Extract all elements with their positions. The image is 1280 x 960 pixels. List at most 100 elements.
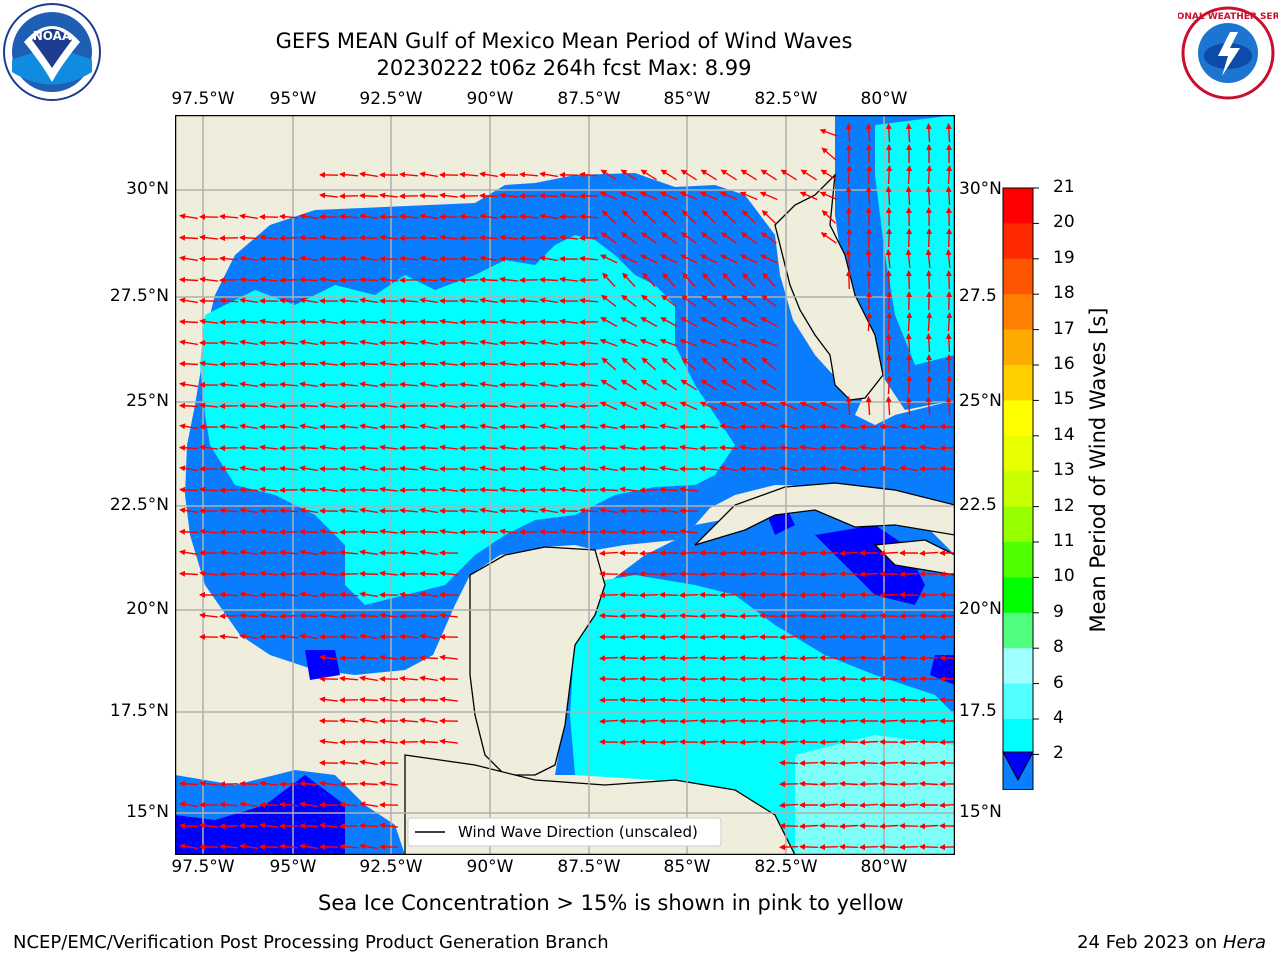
wave-arrow <box>219 465 239 472</box>
wave-arrow <box>299 465 319 472</box>
wave-arrow <box>780 169 797 181</box>
wave-arrow <box>239 612 259 619</box>
wave-arrow <box>419 549 439 556</box>
wave-arrow <box>925 333 932 353</box>
wave-arrow <box>519 213 539 220</box>
wave-arrow <box>905 270 912 290</box>
wave-arrow <box>601 357 617 371</box>
wave-arrow <box>539 465 559 472</box>
florida-peninsula <box>774 173 884 401</box>
colorbar-tick: 18 <box>1053 283 1075 304</box>
wave-arrow <box>679 718 699 725</box>
lon-label: 85°W <box>663 857 711 877</box>
wave-arrow <box>439 276 458 283</box>
wave-arrow <box>239 465 259 472</box>
lon-label: 87.5°W <box>557 857 621 877</box>
wave-arrow <box>599 528 619 535</box>
wave-arrow <box>700 169 717 181</box>
wave-arrow <box>819 676 839 683</box>
colorbar-label: Mean Period of Wind Waves [s] <box>1086 307 1110 633</box>
wave-arrow <box>179 381 199 388</box>
wave-arrow <box>859 444 878 451</box>
wave-arrow <box>599 718 619 725</box>
wave-arrow <box>339 549 359 556</box>
colorbar-tick: 10 <box>1053 566 1075 587</box>
wave-arrow <box>739 676 759 683</box>
wave-arrow <box>359 318 379 325</box>
wave-arrow <box>819 465 839 472</box>
wave-arrow <box>926 375 933 395</box>
wave-arrow <box>865 396 872 416</box>
wave-arrow <box>319 486 338 493</box>
wave-arrow <box>499 234 518 241</box>
wave-arrow <box>499 402 518 409</box>
wave-arrow <box>839 444 859 451</box>
wave-arrow <box>679 675 699 682</box>
wave-arrow <box>599 423 619 430</box>
wave-arrow <box>720 379 737 391</box>
wave-arrow <box>379 360 398 367</box>
wave-arrow <box>379 822 398 829</box>
wave-arrow <box>819 128 838 137</box>
wave-arrow <box>866 312 873 332</box>
wave-arrow <box>899 676 919 683</box>
wave-arrow <box>299 444 319 451</box>
wave-arrow <box>299 318 319 325</box>
wave-arrow <box>799 550 819 557</box>
wave-arrow <box>759 401 778 411</box>
wave-arrow <box>761 357 777 371</box>
wave-arrow <box>439 696 458 703</box>
wave-arrow <box>319 612 338 619</box>
wave-arrow <box>519 297 539 304</box>
wave-arrow <box>759 655 779 662</box>
wave-arrow <box>179 570 199 577</box>
wave-arrow <box>859 696 879 703</box>
wave-arrow <box>519 507 539 514</box>
wave-arrow <box>919 760 939 767</box>
wave-arrow <box>539 423 559 430</box>
wave-arrow <box>939 634 955 641</box>
wave-arrow <box>759 338 778 347</box>
wave-arrow <box>885 333 892 353</box>
wave-arrow <box>359 717 379 724</box>
wave-arrow <box>279 843 299 850</box>
wave-arrow <box>619 401 638 411</box>
wave-arrow <box>399 423 419 430</box>
wave-arrow <box>619 676 639 683</box>
wave-arrow <box>339 759 359 766</box>
wave-arrow <box>620 379 637 391</box>
lon-label: 80°W <box>860 857 908 877</box>
wave-arrow <box>819 571 839 578</box>
wave-arrow <box>259 612 278 619</box>
wave-arrow <box>819 423 839 430</box>
wave-arrow <box>279 297 299 304</box>
wave-arrow <box>799 401 818 411</box>
colorbar-tick: 19 <box>1053 247 1075 268</box>
wave-arrow <box>919 655 939 662</box>
wave-arrow <box>619 486 638 493</box>
lat-label-left: 17.5°N <box>109 701 169 721</box>
wave-arrow <box>459 381 479 388</box>
wave-period-map: Wind Wave Direction (unscaled) <box>175 115 955 855</box>
wave-arrow <box>680 379 697 391</box>
wave-arrow <box>359 423 379 430</box>
wave-arrow <box>199 528 218 535</box>
wave-arrow <box>559 528 578 535</box>
wave-arrow <box>379 780 398 787</box>
wave-arrow <box>762 272 776 288</box>
wave-arrow <box>946 375 953 395</box>
wave-arrow <box>905 123 912 143</box>
wave-arrow <box>439 402 458 409</box>
wave-arrow <box>379 276 398 283</box>
wave-arrow <box>519 381 539 388</box>
wave-arrow <box>819 191 838 201</box>
lon-label: 97.5°W <box>171 89 235 109</box>
wave-arrow <box>459 423 479 430</box>
wave-arrow <box>761 210 776 224</box>
wave-arrow <box>845 270 852 290</box>
wave-arrow <box>539 318 559 325</box>
wave-arrow <box>339 633 359 640</box>
wave-arrow <box>939 739 955 746</box>
wave-arrow <box>419 486 439 493</box>
wave-arrow <box>906 312 913 332</box>
